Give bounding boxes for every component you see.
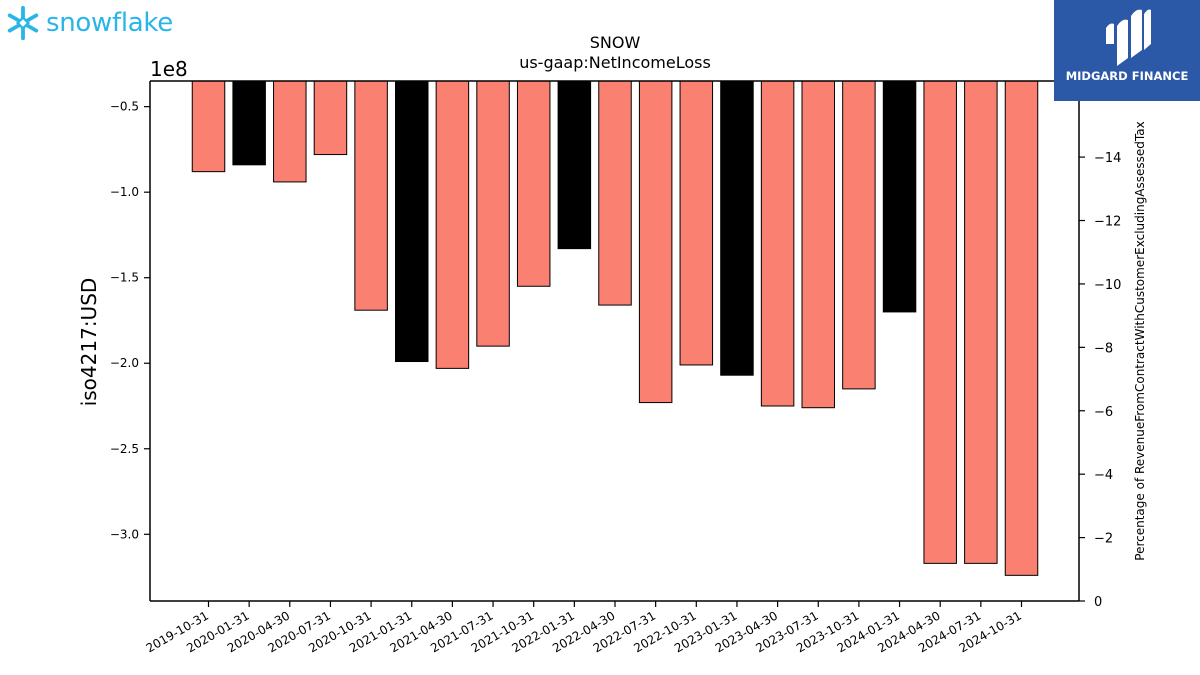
y-axis-label: iso4217:USD [77,278,101,407]
y2-tick-label: −4 [1094,468,1113,483]
bar-2024-04-30 [923,80,957,564]
bar-2023-01-31 [720,80,754,376]
y2-tick-label: −14 [1094,151,1121,166]
y2-axis-label: Percentage of RevenueFromContractWithCus… [1133,121,1147,560]
midgard-wordmark: MIDGARD FINANCE [1065,69,1189,83]
bar-2024-07-31 [964,80,998,564]
snowflake-wordmark: snowflake [46,8,173,38]
bar-2024-10-31 [1004,80,1039,576]
chart-subtitle: us-gaap:NetIncomeLoss [519,53,711,72]
bar-2021-01-31 [395,80,429,363]
bar-2020-01-31 [232,80,266,166]
y2-tick-label: 0 [1094,595,1102,610]
y-tick-label: −3.0 [110,527,139,541]
bar-2021-04-30 [435,80,470,369]
midgard-emblem-icon [1106,9,1151,67]
chart-title: SNOW [590,33,641,52]
snowflake-logo: snowflake [4,4,173,42]
y2-tick-label: −8 [1094,341,1113,356]
bar-2020-04-30 [273,80,307,183]
y2-tick-label: −2 [1094,532,1113,547]
bar-2023-04-30 [760,80,795,407]
bar-2023-07-31 [801,80,835,409]
bar-2022-01-31 [557,80,592,250]
snowflake-icon [7,5,39,41]
y-tick-label: −0.5 [110,100,139,114]
y2-tick-label: −10 [1094,278,1121,293]
bar-2023-10-31 [842,80,876,390]
bar-2024-01-31 [882,80,917,313]
y2-tick-label: −6 [1094,405,1113,420]
bar-2022-04-30 [598,80,632,306]
bar-2020-07-31 [313,80,348,156]
bar-2021-10-31 [516,80,551,287]
y2-tick-label: −12 [1094,215,1121,230]
bar-2019-10-31 [191,80,226,173]
y-offset-label: 1e8 [150,57,188,81]
bar-2020-10-31 [354,80,388,311]
bar-2021-07-31 [476,80,510,347]
y-tick-label: −1.0 [110,185,139,199]
midgard-finance-logo: MIDGARD FINANCE [1054,0,1200,101]
y-tick-label: −2.5 [110,442,139,456]
bar-2022-10-31 [679,80,714,366]
y-tick-label: −2.0 [110,356,139,370]
bar-2022-07-31 [638,80,673,404]
bars-layer [191,80,1039,576]
y-tick-label: −1.5 [110,271,139,285]
